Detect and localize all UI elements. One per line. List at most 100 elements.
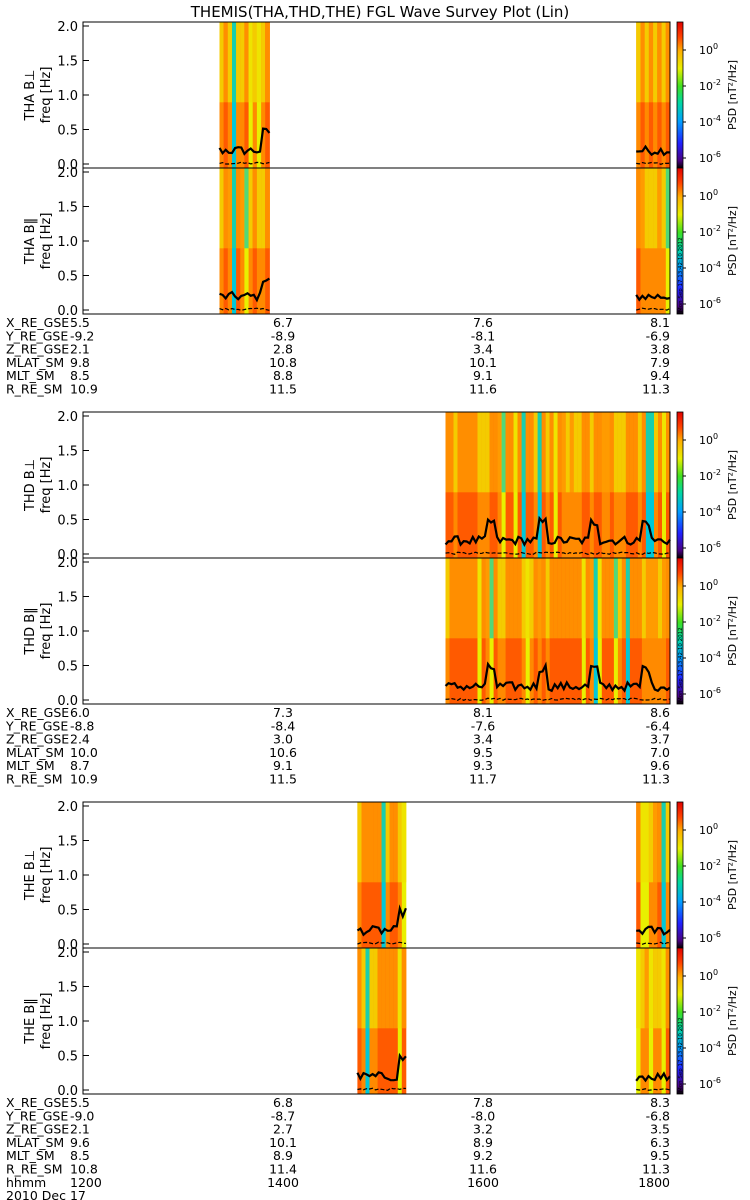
spectrogram-column-upper [640,802,646,883]
ephemeris-row-name: Y_RE_GSE [5,328,68,343]
colorbar-tick-exponent: -6 [713,540,721,549]
spectrogram-column-upper [636,948,641,1029]
ephemeris-value: 9.1 [473,368,493,383]
ephemeris-value: 1800 [638,1175,670,1190]
ephemeris-value: 8.1 [473,705,493,720]
spectrogram-column-upper [223,22,229,103]
ephemeris-value: 6.0 [70,705,90,720]
ephemeris-value: 10.1 [469,355,497,370]
spectrogram-column-upper [541,412,547,493]
ephemeris-value: 11.5 [269,772,297,787]
spectrogram-column-upper [644,948,650,1029]
spectrogram-column-upper [477,558,482,639]
y-tick-label: 0.5 [57,660,78,675]
spectrogram-column-upper [577,558,583,639]
colorbar-tick-label: 10-2 [699,614,721,629]
colorbar-tick-exponent: -4 [713,504,721,513]
spectrogram-column-upper [481,412,487,493]
spectrogram-column-upper [545,558,551,639]
spectrogram-column-upper [445,412,450,493]
spectrogram-column-upper [457,412,462,493]
spectrogram-column-upper [509,412,515,493]
spectrogram-column-upper [621,412,627,493]
y-tick-label: 0.5 [57,124,78,139]
ephemeris-value: 10.9 [70,772,98,787]
spectrogram-panel: 0.0 0.5 1.0 1.5 2.0 freq [Hz]THD B⊥ [23,410,671,563]
spectrogram-column-upper [629,412,635,493]
spectrogram-column-upper [493,412,499,493]
spectrogram-column-upper [609,412,615,493]
colorbar-tick-label: 100 [699,968,718,983]
spectrogram-column-upper [658,412,663,493]
spectrogram-column-upper [633,412,639,493]
colorbar: 100 10-2 10-4 10-6 PSD [nT²/Hz] [676,411,739,559]
colorbar-label: PSD [nT²/Hz] [726,840,739,910]
spectrogram-column-upper [637,558,643,639]
spectrogram-panel: 0.0 0.5 1.0 1.5 2.0 freq [Hz]THE B‖ [23,946,671,1099]
y-tick-label: 1.5 [57,981,78,996]
y-tick-label: 0.5 [57,904,78,919]
ephemeris-row-name: MLAT_SM [6,745,64,760]
ephemeris-value: 6.7 [273,315,293,330]
y-tick-label: 1.0 [57,235,78,250]
spectrogram-column-upper [509,558,515,639]
spectrogram-column-upper [640,948,646,1029]
spectrogram-column-upper [657,948,662,1029]
colorbar-tick-label: 10-6 [699,150,721,165]
ephemeris-value: 3.4 [473,732,493,747]
spectrogram-column-upper [393,948,399,1029]
wave-trace-line [444,661,671,693]
spectrogram-column-upper [541,558,547,639]
colorbar-tick-label: 10-4 [699,260,721,275]
spectrogram-column-upper [244,168,250,249]
spectrogram-column-upper [453,412,458,493]
y-tick-label: 1.5 [57,201,78,216]
timestamp-stamp: Mon Sep 17 13:42:10 2012 [678,237,684,312]
colorbar-tick-exponent: -2 [713,468,721,477]
ephemeris-value: 9.3 [473,758,493,773]
wave-trace-dashed [219,307,270,311]
colorbar-tick-exponent: -2 [713,1004,721,1013]
panel-label: THE B‖ [23,998,38,1044]
spectrogram-column-upper [597,412,603,493]
spectrogram-column-upper [449,558,454,639]
ephemeris-value: 6.3 [650,1135,670,1150]
wave-trace-line [635,1071,671,1083]
spectrogram-column-upper [461,412,466,493]
spectrogram-column-upper [473,412,478,493]
spectrogram-column-upper [397,948,403,1029]
spectrogram-column-upper [517,412,523,493]
spectrogram-column-upper [469,412,474,493]
ephemeris-value: 8.7 [70,758,90,773]
spectrogram-column-upper [505,412,511,493]
colorbar-tick-label: 100 [699,42,718,57]
colorbar: 100 10-2 10-4 10-6 PSD [nT²/Hz] Mon Sep 17 13… [676,557,739,705]
spectrogram-column-upper [625,558,631,639]
y-axis-label: freq [Hz] [39,993,54,1050]
spectrogram-column-upper [653,802,658,883]
spectrogram-column-upper [640,22,646,103]
colorbar-tick-exponent: -6 [713,686,721,695]
colorbar-scale [676,557,684,705]
spectrogram-column-upper [617,558,623,639]
spectrogram-column-upper [236,168,241,249]
spectrogram-column-upper [385,948,391,1029]
ephemeris-value: 11.3 [642,1162,670,1177]
panel-label: THA B‖ [23,218,38,265]
spectrogram-column-upper [645,412,651,493]
y-tick-label: 1.5 [57,55,78,70]
y-tick-label: 2.0 [57,410,78,425]
spectrogram-column-upper [665,802,671,883]
spectrogram-column-upper [589,558,595,639]
colorbar-tick-exponent: -4 [713,114,721,123]
colorbar-tick-exponent: -2 [713,614,721,623]
y-tick-label: 0.0 [57,548,78,563]
spectrogram-column-upper [497,412,503,493]
spectrogram-column-upper [617,412,623,493]
spectrogram-column-upper [377,802,383,883]
spectrogram-column-upper [457,558,462,639]
spectrogram-column-upper [625,412,631,493]
